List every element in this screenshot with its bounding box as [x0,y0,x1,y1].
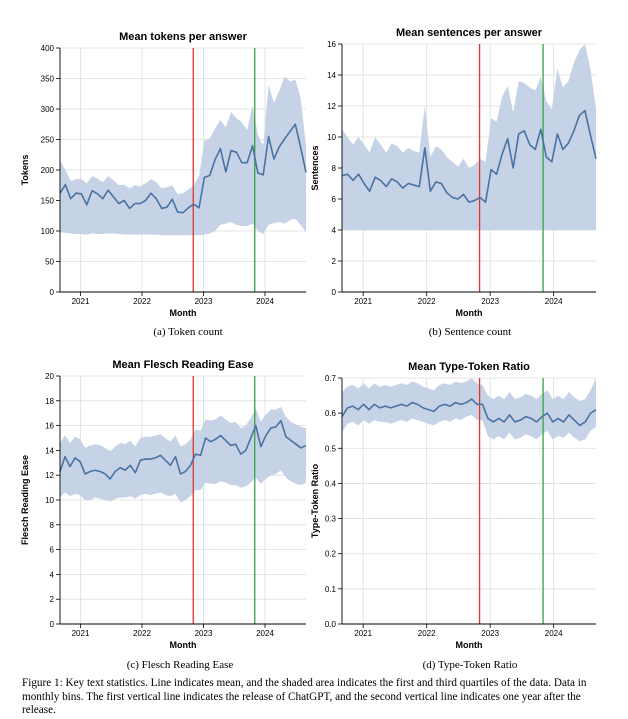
x-tick-label: 2022 [133,629,151,638]
x-tick-label: 2024 [545,629,563,638]
x-tick-label: 2022 [133,297,151,306]
y-tick-label: 250 [41,136,55,145]
y-tick-label: 12 [45,471,54,480]
y-tick-label: 14 [45,446,54,455]
x-axis-label: Month [170,308,197,318]
y-tick-label: 16 [45,422,54,431]
y-axis-label: Sentences [310,145,320,190]
y-axis-label: Flesch Reading Ease [20,455,30,545]
y-tick-label: 16 [327,40,336,49]
flesch-reading-ease-chart: Mean Flesch Reading Ease 0 2 4 6 8 10 12 14 16 18 2… [18,354,308,654]
chart-title: Mean Type-Token Ratio [408,361,530,373]
x-tick-label: 2024 [256,629,274,638]
y-tick-label: 0.4 [325,479,337,488]
y-tick-label: 50 [45,258,54,267]
x-tick-label: 2021 [72,297,90,306]
y-tick-label: 8 [332,164,337,173]
y-tick-label: 0 [332,288,337,297]
y-tick-label: 0 [50,620,55,629]
x-tick-label: 2021 [354,297,372,306]
y-tick-label: 10 [327,133,336,142]
y-tick-label: 100 [41,227,55,236]
x-tick-label: 2021 [72,629,90,638]
subcaption-a: (a) Token count [153,326,223,338]
chart-title: Mean Flesch Reading Ease [112,359,253,371]
quartile-band [342,378,596,442]
y-tick-label: 6 [332,195,337,204]
y-tick-label: 12 [327,102,336,111]
y-tick-label: 0.5 [325,444,337,453]
y-axis-label: Tokens [20,155,30,186]
chart-title: Mean sentences per answer [396,27,543,39]
y-tick-label: 18 [45,397,54,406]
quartile-band [60,76,306,236]
x-tick-label: 2023 [481,629,499,638]
y-tick-label: 4 [50,570,55,579]
x-tick-label: 2024 [545,297,563,306]
y-tick-label: 0.1 [325,585,337,594]
y-tick-label: 200 [41,166,55,175]
y-tick-label: 4 [332,226,337,235]
y-tick-label: 20 [45,372,54,381]
mean-line [59,419,307,480]
figure-caption: Figure 1: Key text statistics. Line indi… [22,677,587,717]
x-tick-label: 2023 [481,297,499,306]
x-tick-label: 2021 [354,629,372,638]
mean-line [59,123,307,214]
y-tick-label: 0 [50,288,55,297]
y-tick-label: 0.7 [325,374,337,383]
x-tick-label: 2022 [418,297,436,306]
y-tick-label: 8 [50,521,55,530]
x-axis-label: Month [456,308,483,318]
subcaption-d: (d) Type-Token Ratio [422,659,518,671]
y-tick-label: 0.6 [325,409,337,418]
y-tick-label: 2 [50,595,55,604]
y-tick-label: 0.3 [325,515,337,524]
y-tick-label: 0.2 [325,550,337,559]
type-token-ratio-chart: Mean Type-Token Ratio 0.0 0.1 0.2 0.3 0.4 0.5 0… [308,354,606,654]
chart-title: Mean tokens per answer [119,31,247,43]
x-tick-label: 2022 [418,629,436,638]
x-tick-label: 2023 [195,629,213,638]
x-tick-label: 2024 [256,297,274,306]
x-axis-label: Month [170,640,197,650]
x-tick-label: 2023 [195,297,213,306]
y-tick-label: 300 [41,105,55,114]
mean-line [341,398,597,427]
y-tick-label: 0.0 [325,620,337,629]
y-tick-label: 350 [41,75,55,84]
mean-line [341,109,597,203]
y-tick-label: 2 [332,257,337,266]
token-count-chart: Mean tokens per answer 0 50 100 150 200 250 300… [18,24,308,324]
y-tick-label: 400 [41,44,55,53]
quartile-band [60,407,306,503]
y-axis-label: Type-Token Ratio [310,463,320,538]
y-tick-label: 6 [50,546,55,555]
subcaption-c: (c) Flesch Reading Ease [126,659,234,671]
sentence-count-chart: Mean sentences per answer 0 2 4 6 8 10 12 14 16 20… [308,24,606,324]
subcaption-b: (b) Sentence count [428,326,512,338]
x-axis-label: Month [456,640,483,650]
y-tick-label: 14 [327,71,336,80]
quartile-band [342,44,596,230]
y-tick-label: 10 [45,496,54,505]
y-tick-label: 150 [41,197,55,206]
